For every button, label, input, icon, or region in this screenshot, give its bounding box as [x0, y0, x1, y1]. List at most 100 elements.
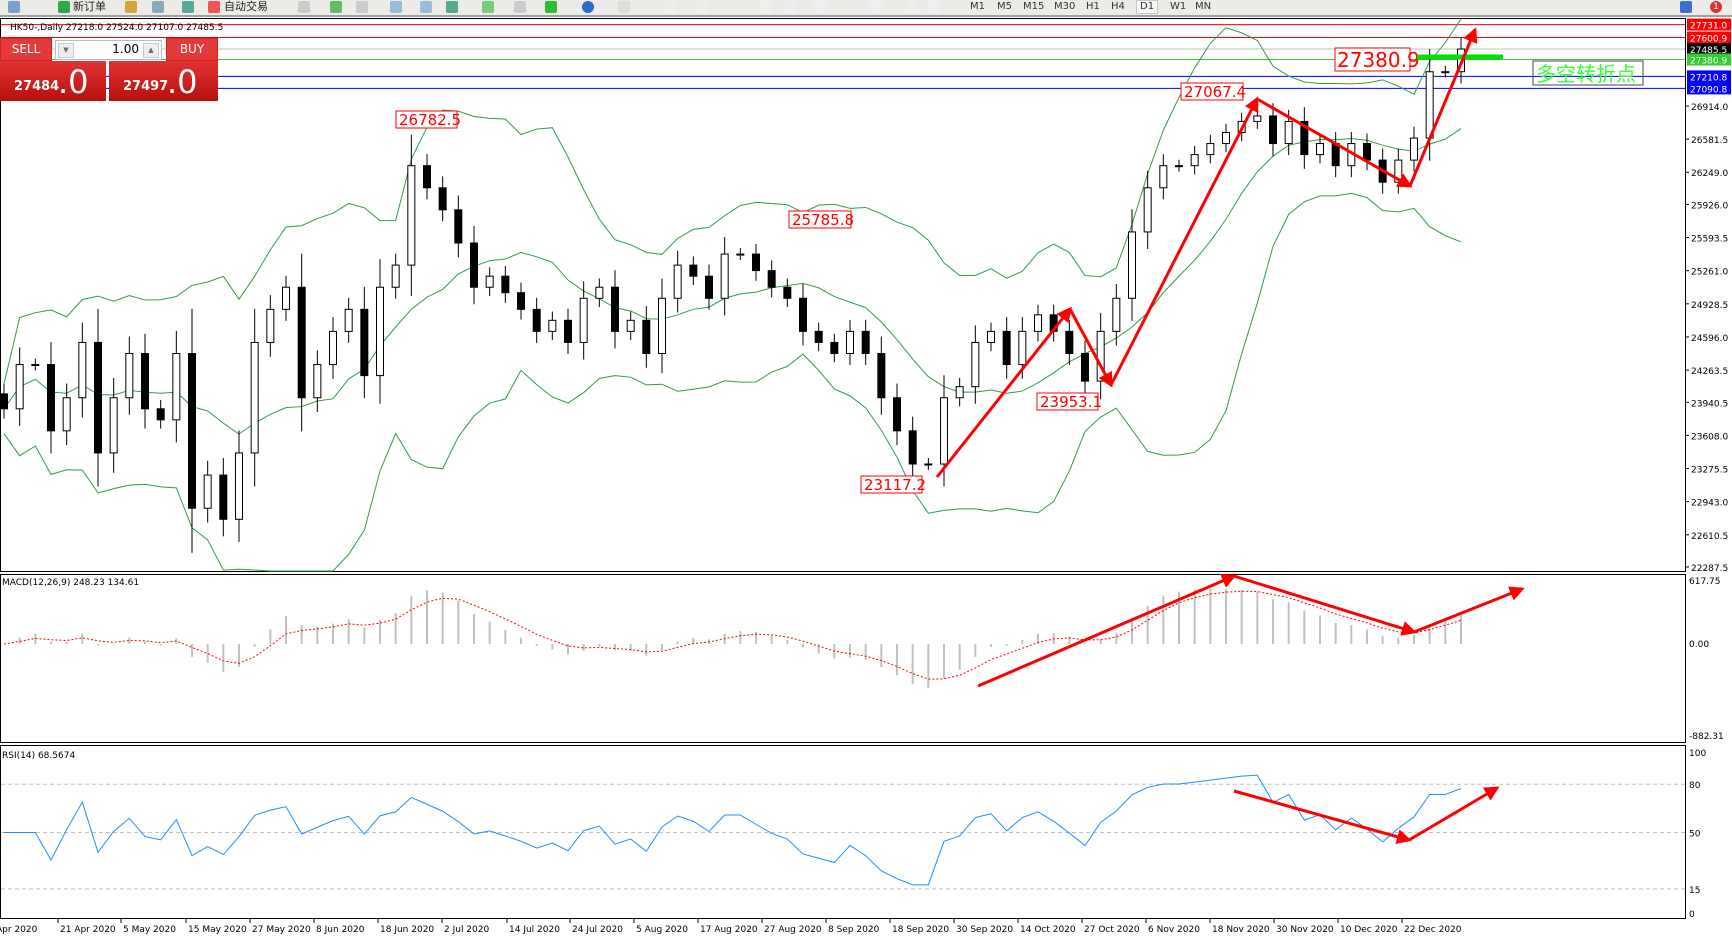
candle[interactable] — [861, 319, 870, 366]
crosshair-icon[interactable] — [697, 1, 709, 13]
timeframe-m1[interactable]: M1 — [970, 1, 985, 12]
candle[interactable] — [1394, 148, 1403, 194]
candle[interactable] — [783, 278, 792, 308]
candle[interactable] — [564, 308, 572, 354]
candle[interactable] — [736, 248, 745, 261]
candle[interactable] — [329, 317, 337, 379]
timeframe-h4[interactable]: H4 — [1111, 1, 1125, 12]
label-icon[interactable] — [906, 1, 918, 13]
navigator-icon[interactable] — [152, 1, 164, 13]
candle[interactable] — [360, 286, 369, 399]
candle[interactable] — [141, 333, 149, 429]
timeframe-h1[interactable]: H1 — [1086, 1, 1100, 12]
candle[interactable] — [62, 383, 71, 446]
candle[interactable] — [501, 266, 510, 303]
candle[interactable] — [955, 377, 964, 407]
candle[interactable] — [705, 264, 713, 310]
price-arrow-up-2[interactable] — [1109, 96, 1259, 386]
notification-badge[interactable]: 1 — [1710, 1, 1722, 13]
candle[interactable] — [109, 377, 118, 473]
bar-chart-icon[interactable] — [298, 1, 310, 13]
rsi-arrow-up[interactable] — [1408, 786, 1500, 842]
candlestick-icon[interactable] — [330, 1, 342, 13]
autoscroll-icon[interactable] — [482, 1, 494, 13]
trendline-icon[interactable] — [785, 1, 797, 13]
candle[interactable] — [720, 237, 729, 316]
price-arrow-down-2[interactable] — [1256, 97, 1413, 188]
chart-shift-icon[interactable] — [514, 1, 526, 13]
candle[interactable] — [391, 253, 400, 299]
candle[interactable] — [454, 195, 463, 258]
cursor-icon[interactable] — [665, 1, 677, 13]
fibonacci-icon[interactable] — [814, 1, 826, 13]
candle[interactable] — [532, 297, 541, 343]
candle[interactable] — [1081, 340, 1089, 394]
timeframe-m30[interactable]: M30 — [1054, 1, 1076, 12]
candle[interactable] — [1441, 65, 1450, 78]
candle[interactable] — [0, 384, 8, 419]
candle[interactable] — [658, 278, 666, 374]
lot-decrease-icon[interactable]: ▼ — [58, 43, 74, 58]
candle[interactable] — [282, 275, 290, 321]
lot-increase-icon[interactable]: ▲ — [143, 43, 159, 58]
candle[interactable] — [376, 259, 384, 404]
auto-trading-button[interactable]: 自动交易 — [224, 0, 268, 13]
candle[interactable] — [485, 267, 494, 296]
templates-icon[interactable] — [618, 1, 630, 13]
candle[interactable] — [1143, 170, 1152, 249]
candle[interactable] — [830, 333, 839, 363]
candle[interactable] — [548, 311, 557, 341]
lot-size-value[interactable]: 1.00 — [112, 42, 139, 56]
macd-arrow-down[interactable] — [1233, 574, 1417, 636]
candle[interactable] — [752, 243, 760, 281]
candle[interactable] — [1300, 107, 1309, 169]
candle[interactable] — [1253, 108, 1262, 129]
candle[interactable] — [94, 308, 102, 487]
rsi-arrow-down[interactable] — [1233, 789, 1412, 844]
search-icon[interactable] — [1680, 1, 1692, 13]
timeframe-mn[interactable]: MN — [1195, 1, 1212, 12]
candle[interactable] — [1206, 134, 1215, 164]
candle[interactable] — [250, 308, 259, 487]
candle[interactable] — [579, 281, 588, 360]
candle[interactable] — [924, 458, 933, 470]
candle[interactable] — [626, 311, 635, 341]
text-icon[interactable] — [870, 1, 882, 13]
candle[interactable] — [1049, 304, 1058, 342]
sell-price-button[interactable]: 27484 .0 — [0, 61, 106, 101]
candle[interactable] — [799, 284, 807, 346]
candle[interactable] — [908, 416, 917, 479]
candle[interactable] — [517, 282, 525, 320]
candle[interactable] — [673, 250, 682, 313]
candle[interactable] — [846, 319, 854, 366]
candle[interactable] — [611, 270, 619, 349]
market-watch-icon[interactable] — [125, 1, 137, 13]
candle[interactable] — [1222, 123, 1230, 153]
price-arrow-up-3[interactable] — [1408, 27, 1478, 187]
candle[interactable] — [219, 458, 228, 537]
timeframe-w1[interactable]: W1 — [1170, 1, 1187, 12]
candle[interactable] — [15, 347, 24, 426]
candle[interactable] — [1190, 145, 1199, 175]
candle[interactable] — [987, 322, 995, 352]
sell-button[interactable]: SELL — [0, 38, 52, 61]
candle[interactable] — [1128, 209, 1136, 321]
candle[interactable] — [156, 400, 165, 429]
buy-price-button[interactable]: 27497 .0 — [109, 61, 218, 101]
candle[interactable] — [297, 253, 306, 432]
candle[interactable] — [971, 325, 980, 404]
candle[interactable] — [767, 260, 776, 298]
candle[interactable] — [595, 278, 604, 308]
new-order-button[interactable]: 新订单 — [73, 0, 106, 13]
candle[interactable] — [1096, 312, 1105, 400]
macd-arrow-up-2[interactable] — [1413, 586, 1525, 634]
candle[interactable] — [814, 322, 823, 352]
price-arrow-down-1[interactable] — [1068, 308, 1113, 388]
candle[interactable] — [1363, 133, 1371, 171]
zoom-out-icon[interactable] — [420, 1, 432, 13]
candle[interactable] — [423, 154, 431, 200]
candle[interactable] — [203, 460, 212, 523]
line-chart-icon[interactable] — [356, 1, 368, 13]
candle[interactable] — [1112, 284, 1121, 346]
